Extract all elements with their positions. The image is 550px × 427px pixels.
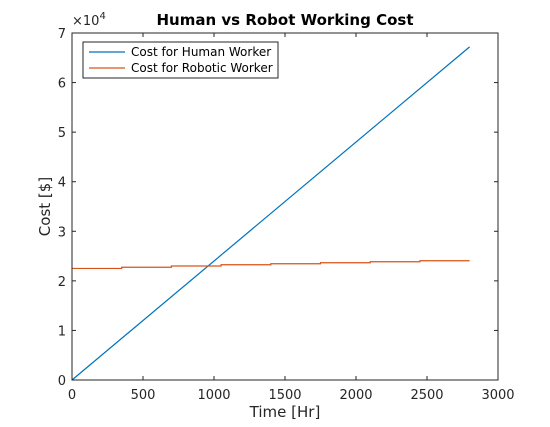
plot-area <box>72 33 498 380</box>
legend-box <box>82 41 279 79</box>
y-tick-label: 6 <box>58 77 66 92</box>
x-tick-label: 2500 <box>410 388 443 403</box>
y-axis-exponent-base: ×10 <box>72 14 99 29</box>
series-line-human-worker <box>71 46 470 381</box>
legend: Cost for Human Worker Cost for Robotic Wo… <box>82 41 279 79</box>
y-tick-label: 0 <box>58 374 66 389</box>
series-layer <box>71 46 470 381</box>
y-tick-labels: 0 1 2 3 4 5 6 7 <box>58 27 66 389</box>
x-tick-label: 1000 <box>197 388 230 403</box>
y-axis-exponent-power: 4 <box>99 11 105 22</box>
axes-layer <box>71 32 499 381</box>
legend-label: Cost for Robotic Worker <box>131 61 273 75</box>
y-axis-label: Cost [$] <box>36 177 54 236</box>
legend-items: Cost for Human Worker Cost for Robotic Wo… <box>89 45 273 75</box>
chart-title: Human vs Robot Working Cost <box>157 11 414 29</box>
legend-label: Cost for Human Worker <box>131 45 271 59</box>
x-tick-label: 2000 <box>339 388 372 403</box>
x-tick-label: 1500 <box>268 388 301 403</box>
y-tick-label: 4 <box>58 176 66 191</box>
y-tick-label: 7 <box>58 27 66 42</box>
x-tick-label: 0 <box>68 388 76 403</box>
y-tick-label: 1 <box>58 324 66 339</box>
series-line-robotic-worker <box>72 260 470 270</box>
x-tick-labels: 0 500 1000 1500 2000 2500 3000 <box>68 388 515 403</box>
y-tick-label: 2 <box>58 275 66 290</box>
y-tick-label: 5 <box>58 126 66 141</box>
y-tick-label: 3 <box>58 225 66 240</box>
x-tick-label: 3000 <box>481 388 514 403</box>
x-tick-label: 500 <box>131 388 156 403</box>
y-axis-exponent: ×104 <box>72 11 106 29</box>
x-axis-label: Time [Hr] <box>249 403 321 421</box>
